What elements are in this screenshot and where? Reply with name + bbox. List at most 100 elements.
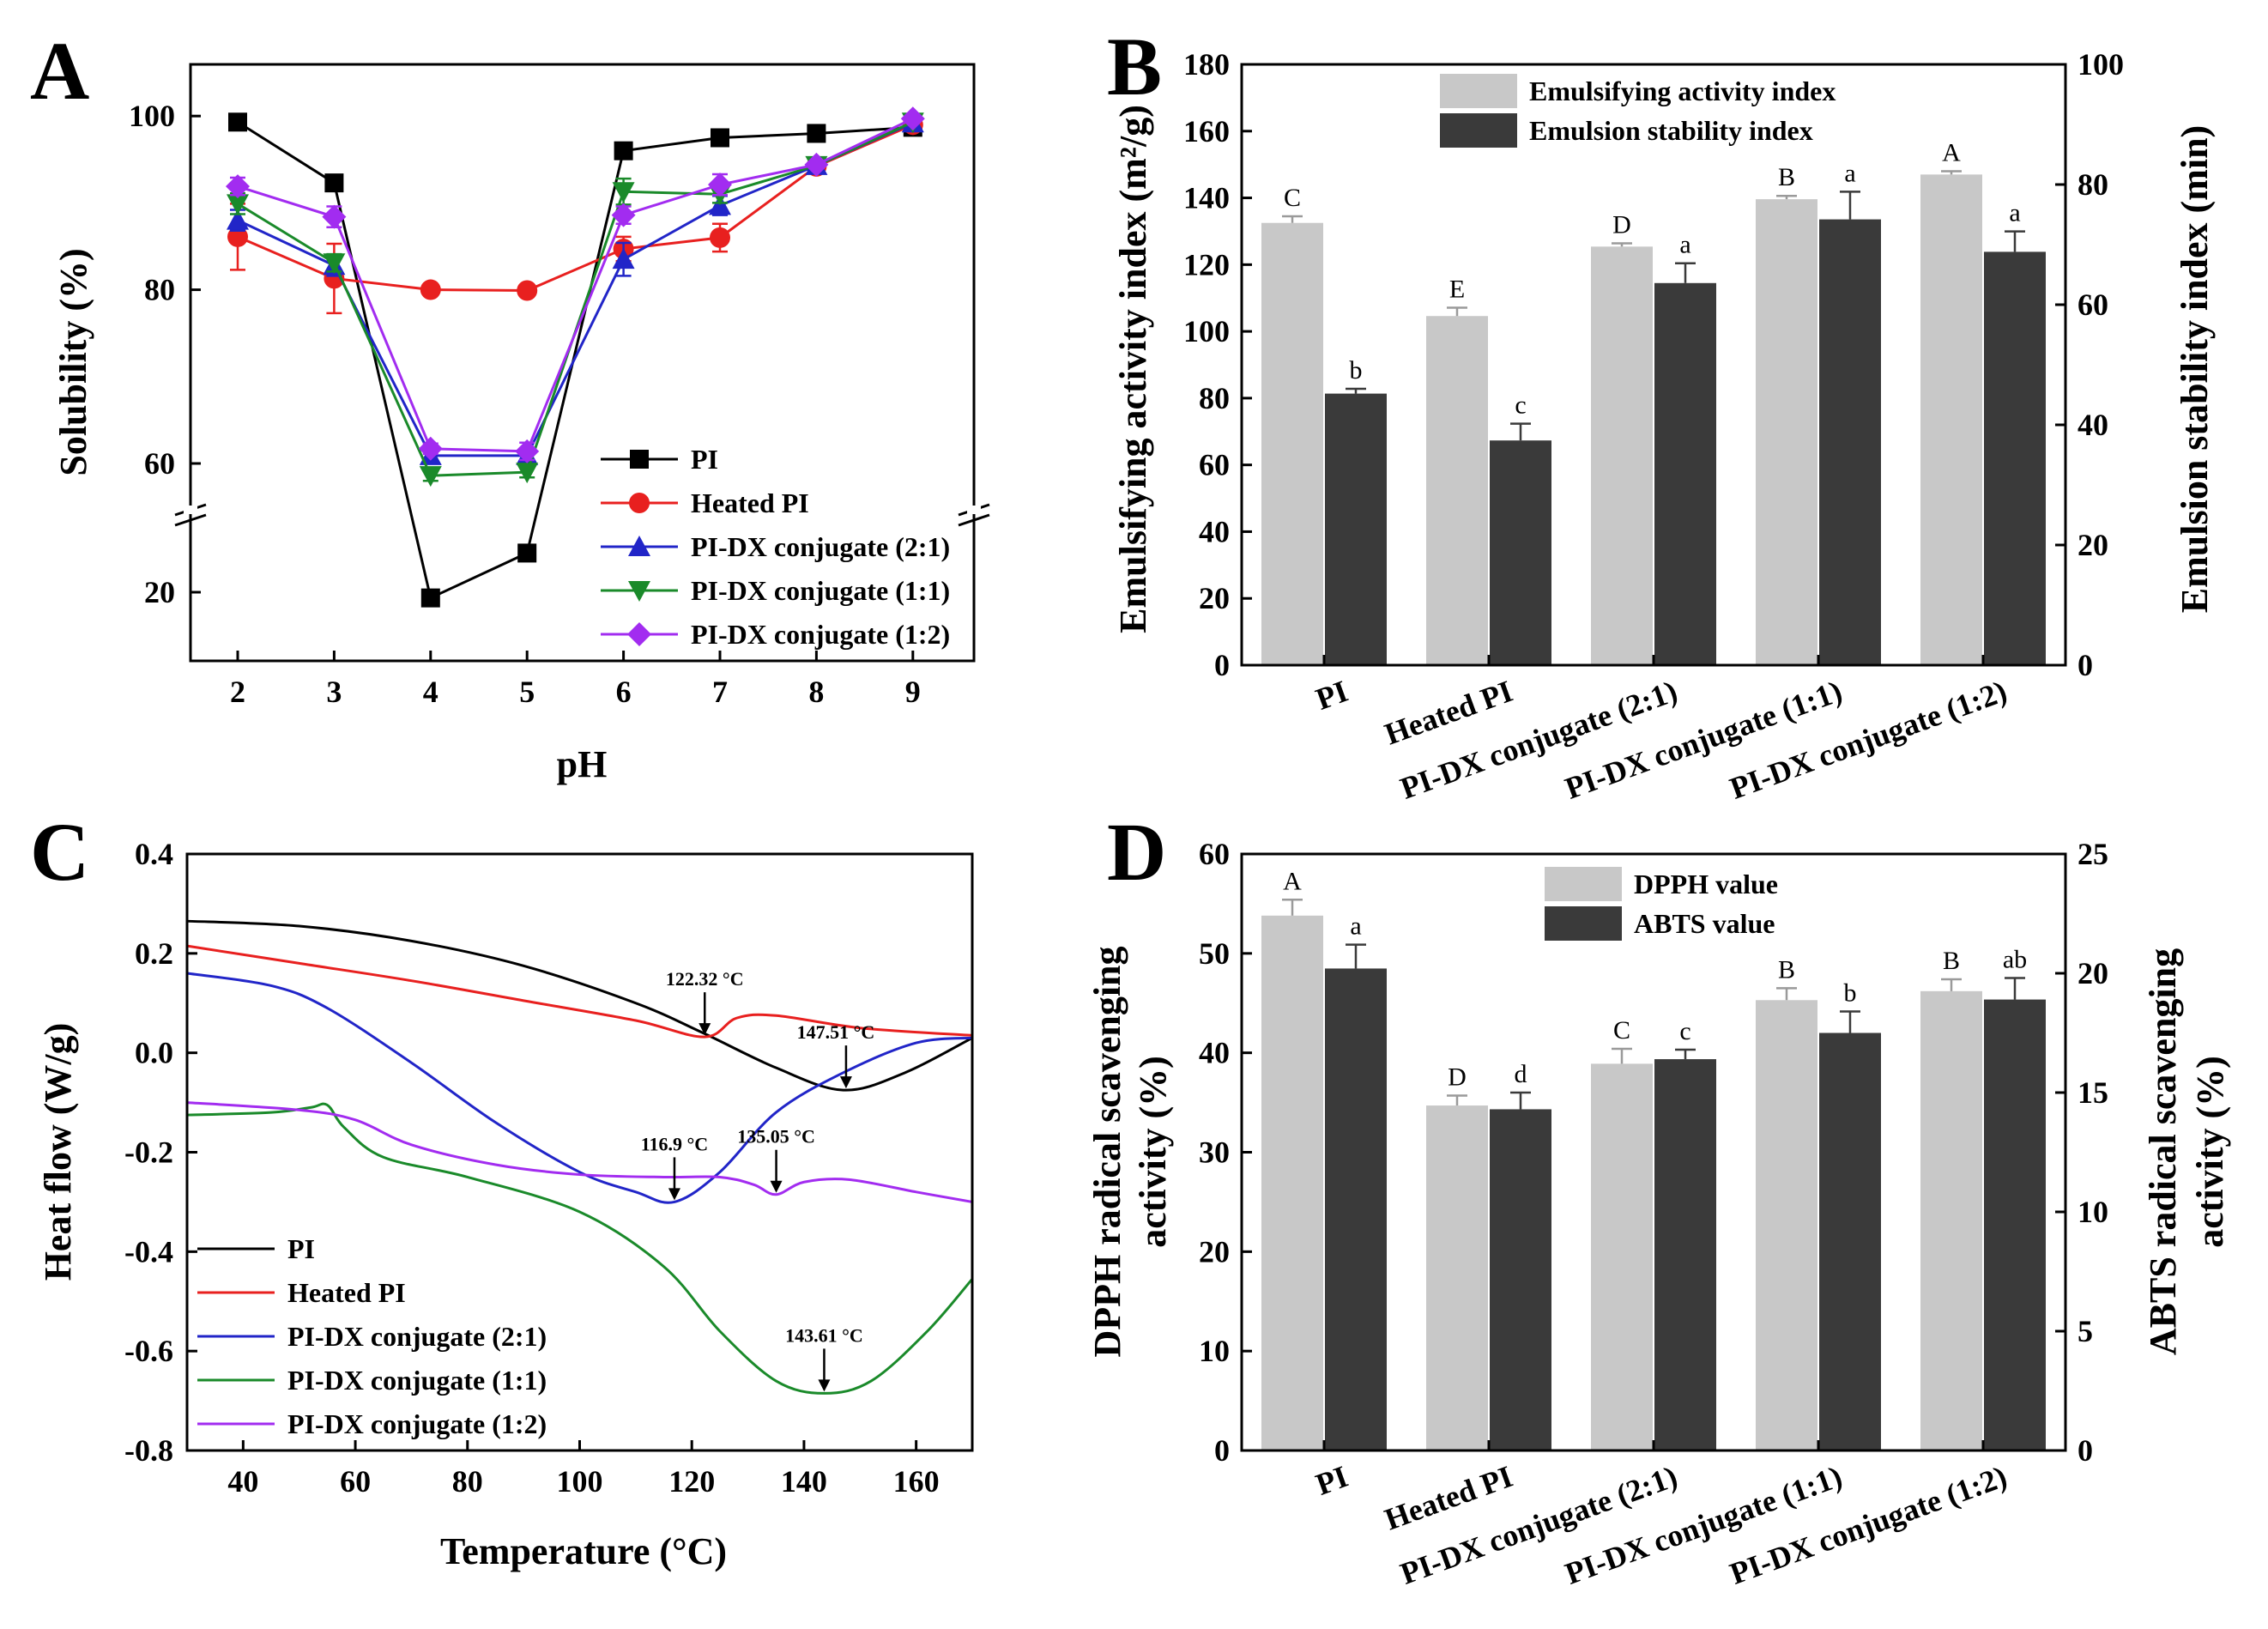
panel-a-letter: A	[30, 25, 89, 117]
panel-d-y2label-line1: ABTS radical scavenging	[2142, 948, 2184, 1355]
legend-entry-heated-pi: Heated PI	[601, 487, 809, 518]
bar-emulsifying-activity-index	[1261, 222, 1323, 665]
left-ytick-label: 0	[1214, 648, 1230, 682]
bar-abts-value	[1490, 1109, 1551, 1450]
left-ytick-label: 40	[1199, 514, 1230, 548]
panel-c-ytick-label: 0.4	[135, 837, 173, 871]
left-ytick-label: 20	[1199, 581, 1230, 615]
legend-label: DPPH value	[1634, 869, 1778, 899]
panel-c-ytick-label: 0.2	[135, 936, 173, 971]
annotation-arrow-head	[668, 1188, 680, 1201]
panel-a-xlabel: pH	[557, 743, 608, 785]
peak-annotation: 116.9 °C	[641, 1133, 708, 1201]
legend-entry-pi: PI	[601, 444, 718, 475]
panel-c-xtick-label: 80	[452, 1464, 483, 1499]
data-point	[516, 463, 539, 484]
data-point	[807, 124, 826, 143]
panel-b-legend: Emulsifying activity index Emulsion stabi…	[1440, 74, 1836, 148]
data-point	[710, 227, 730, 248]
panel-c-xlabel: Temperature (°C)	[440, 1530, 727, 1572]
panel-c-ylabel: Heat flow (W/g)	[37, 1023, 79, 1281]
data-point	[324, 173, 344, 193]
series-line	[237, 123, 914, 293]
bar-dpph-value	[1591, 1063, 1653, 1450]
bar-abts-value	[1819, 1033, 1881, 1450]
legend-swatch	[1440, 74, 1517, 108]
legend-label: Emulsifying activity index	[1529, 76, 1836, 106]
left-ytick-label: 50	[1199, 936, 1230, 971]
data-point	[900, 106, 925, 131]
bar-emulsion-stability-index	[1325, 393, 1387, 665]
left-ytick-label: 80	[1199, 381, 1230, 415]
legend-label: PI	[691, 444, 718, 475]
annotation-label: 122.32 °C	[666, 968, 744, 990]
legend-label: PI	[287, 1233, 315, 1264]
right-ytick-label: 20	[2077, 528, 2108, 562]
panel-a-ytick-label: 80	[144, 273, 175, 307]
data-point	[227, 209, 249, 230]
panel-d-ylabel-line2: activity (%)	[1132, 1056, 1174, 1248]
legend-entry-abts-value: ABTS value	[1545, 906, 1775, 941]
annotation-label: 147.51 °C	[797, 1021, 875, 1043]
peak-annotation: 147.51 °C	[797, 1021, 875, 1089]
legend-entry-pi-dx-conjugate-2-1: PI-DX conjugate (2:1)	[197, 1321, 547, 1352]
data-point	[517, 280, 538, 301]
panel-a-xtick-label: 2	[230, 675, 245, 709]
significance-letter: D	[1448, 1063, 1467, 1091]
panel-c-xtick-label: 140	[781, 1464, 827, 1499]
legend-marker	[630, 450, 649, 469]
annotation-label: 116.9 °C	[641, 1133, 708, 1154]
panel-c-ytick-label: -0.6	[124, 1334, 173, 1368]
significance-letter: b	[1844, 978, 1857, 1007]
panel-c-xtick-label: 100	[557, 1464, 603, 1499]
legend-swatch	[1545, 906, 1622, 941]
legend-entry-pi-dx-conjugate-1-2: PI-DX conjugate (1:2)	[197, 1408, 547, 1439]
right-ytick-label: 40	[2077, 408, 2108, 442]
panel-d-letter: D	[1107, 806, 1166, 898]
legend-swatch	[1440, 113, 1517, 148]
significance-letter: C	[1284, 184, 1301, 212]
bar-emulsion-stability-index	[1490, 440, 1551, 665]
right-ytick-label: 25	[2077, 837, 2108, 871]
panel-a-ytick-label: 60	[144, 446, 175, 481]
annotation-arrow-head	[770, 1180, 783, 1193]
annotation-label: 135.05 °C	[737, 1126, 815, 1148]
panel-a-xtick-label: 6	[616, 675, 632, 709]
significance-letter: b	[1350, 356, 1363, 385]
legend-marker	[629, 493, 650, 513]
left-ytick-label: 40	[1199, 1036, 1230, 1070]
panel-c-xtick-label: 120	[668, 1464, 715, 1499]
left-ytick-label: 10	[1199, 1334, 1230, 1368]
left-ytick-label: 60	[1199, 448, 1230, 482]
significance-letter: C	[1613, 1016, 1630, 1045]
data-point	[420, 588, 440, 608]
left-ytick-label: 120	[1183, 247, 1230, 282]
legend-label: Emulsion stability index	[1529, 115, 1813, 146]
data-point	[612, 182, 635, 203]
bar-dpph-value	[1756, 1000, 1817, 1450]
panel-c-ytick-label: -0.4	[124, 1234, 173, 1269]
legend-label: Heated PI	[691, 487, 809, 518]
left-ytick-label: 60	[1199, 837, 1230, 871]
data-point	[227, 194, 249, 215]
bar-dpph-value	[1426, 1105, 1488, 1450]
panel-c-xtick-label: 160	[893, 1464, 940, 1499]
legend-label: ABTS value	[1634, 908, 1775, 939]
data-point	[515, 439, 540, 463]
data-point	[804, 152, 829, 177]
bar-emulsion-stability-index	[1654, 282, 1716, 665]
data-point	[322, 204, 347, 229]
right-ytick-label: 5	[2077, 1314, 2093, 1348]
series-pi-dx-conjugate-1-2	[226, 106, 925, 463]
data-point	[612, 248, 635, 269]
panel-a-xtick-label: 7	[712, 675, 728, 709]
legend-entry-pi-dx-conjugate-2-1: PI-DX conjugate (2:1)	[601, 531, 950, 562]
panel-c-dsc-chart: 40 60 80 100 120 140 160 -0.8 -0.6 -0.4 -0.2 0.0 0.2…	[37, 837, 974, 1572]
right-ytick-label: 20	[2077, 956, 2108, 990]
panel-b-y2label: Emulsion stability index (min)	[2174, 125, 2216, 613]
significance-letter: c	[1679, 1017, 1690, 1045]
data-point	[419, 466, 442, 487]
left-ytick-label: 20	[1199, 1234, 1230, 1269]
significance-letter: B	[1778, 955, 1795, 984]
significance-letter: D	[1612, 210, 1631, 239]
